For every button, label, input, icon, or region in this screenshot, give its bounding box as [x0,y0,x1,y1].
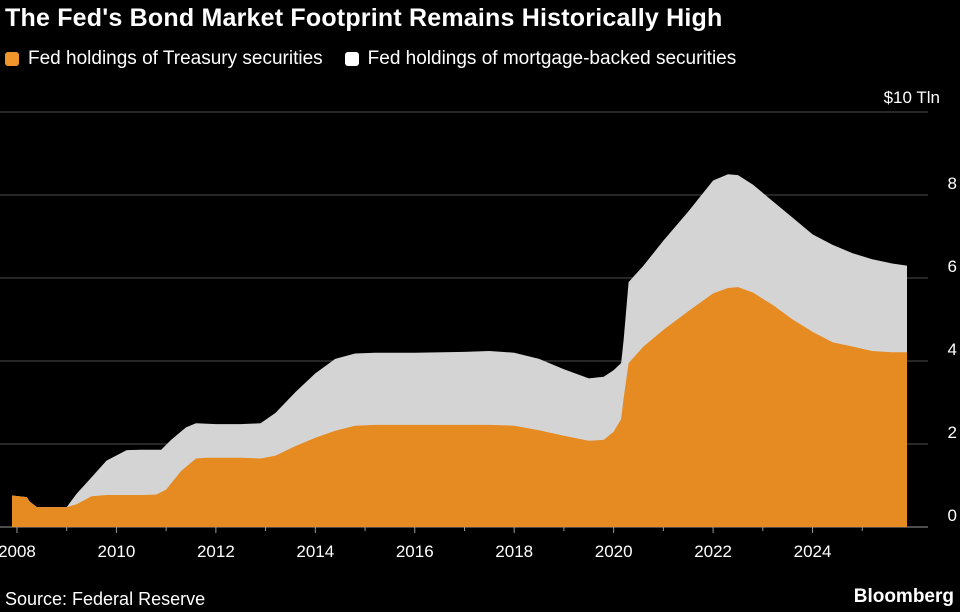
legend-swatch-mbs [344,52,359,66]
legend-label-mbs: Fed holdings of mortgage-backed securiti… [367,48,737,69]
x-tick-label-2014: 2014 [296,542,334,561]
series-area-treasury [12,287,907,527]
y-tick-label-4: 4 [948,340,957,359]
x-tick-label-2010: 2010 [98,542,136,561]
y-tick-label-2: 2 [948,423,957,442]
legend: Fed holdings of Treasury securities Fed … [5,48,758,70]
x-tick-label-2022: 2022 [694,542,732,561]
y-tick-label-6: 6 [948,257,957,276]
legend-item-mbs: Fed holdings of mortgage-backed securiti… [344,48,737,70]
x-tick-label-2016: 2016 [396,542,434,561]
legend-item-treasury: Fed holdings of Treasury securities [5,48,323,70]
y-tick-label-0: 0 [948,506,957,525]
x-tick-label-2024: 2024 [794,542,832,561]
x-tick-label-2018: 2018 [495,542,533,561]
source-note: Source: Federal Reserve [5,589,206,609]
chart-title: The Fed's Bond Market Footprint Remains … [5,4,723,32]
x-tick-label-2020: 2020 [595,542,633,561]
x-tick-label-2012: 2012 [197,542,235,561]
legend-label-treasury: Fed holdings of Treasury securities [28,48,323,69]
brand-logo: Bloomberg [853,586,954,607]
legend-swatch-treasury [5,52,19,66]
y-axis-unit-label: $10 Tln [884,88,940,107]
x-tick-label-2008: 2008 [0,542,36,561]
y-tick-label-8: 8 [948,174,957,193]
